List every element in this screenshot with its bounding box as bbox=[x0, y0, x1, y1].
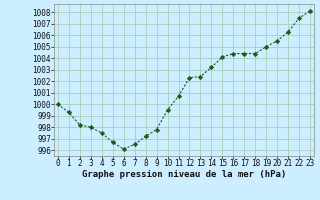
X-axis label: Graphe pression niveau de la mer (hPa): Graphe pression niveau de la mer (hPa) bbox=[82, 170, 286, 179]
